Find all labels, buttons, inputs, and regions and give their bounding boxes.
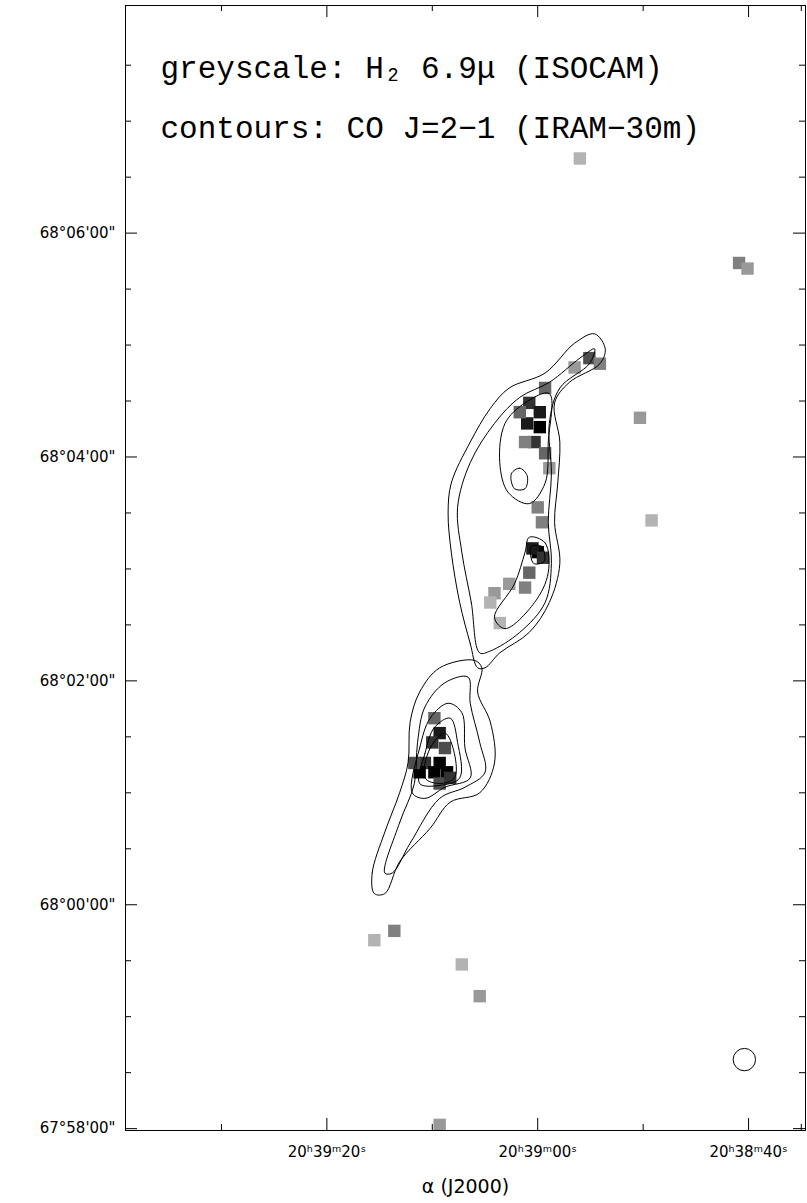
svg-text:67°58'00": 67°58'00" [40, 1119, 116, 1137]
svg-text:68°00'00": 68°00'00" [40, 896, 116, 914]
svg-text:20ʰ39ᵐ00ˢ: 20ʰ39ᵐ00ˢ [499, 1143, 577, 1161]
svg-text:20ʰ38ᵐ40ˢ: 20ʰ38ᵐ40ˢ [709, 1143, 787, 1161]
svg-text:greyscale: H₂ 6.9μ (ISOCAM): greyscale: H₂ 6.9μ (ISOCAM) [161, 52, 663, 87]
svg-text:68°02'00": 68°02'00" [40, 672, 116, 690]
svg-text:contours: CO J=2−1 (IRAM−30m): contours: CO J=2−1 (IRAM−30m) [161, 112, 701, 147]
svg-text:68°06'00": 68°06'00" [40, 224, 116, 242]
svg-text:68°04'00": 68°04'00" [40, 448, 116, 466]
svg-text:20ʰ39ᵐ20ˢ: 20ʰ39ᵐ20ˢ [288, 1143, 366, 1161]
svg-text:α (J2000): α (J2000) [422, 1175, 509, 1197]
